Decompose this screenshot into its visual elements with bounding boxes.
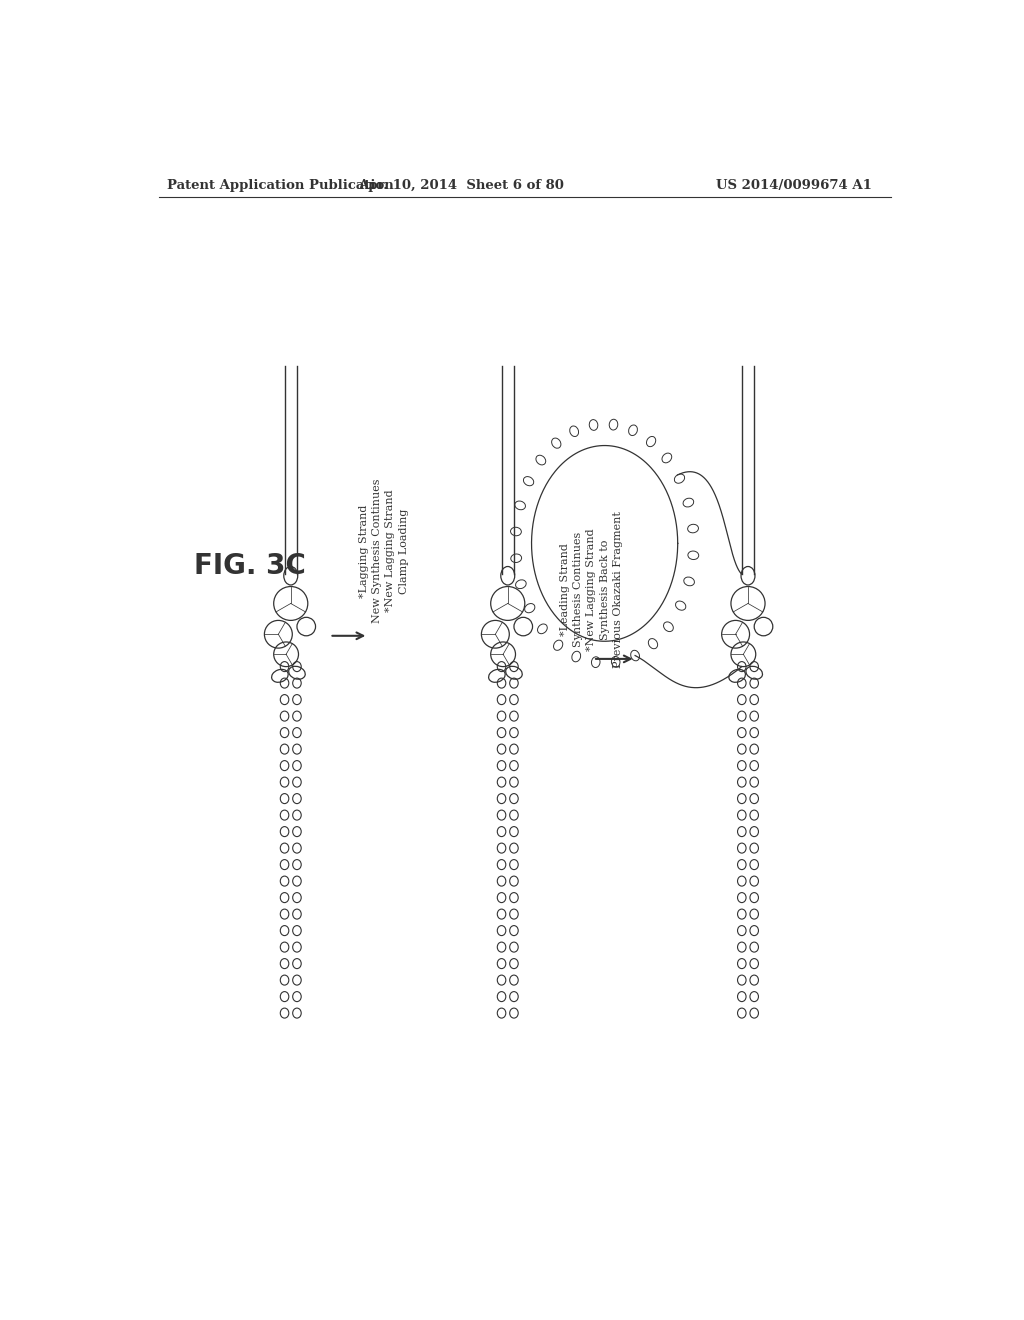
Text: Apr. 10, 2014  Sheet 6 of 80: Apr. 10, 2014 Sheet 6 of 80 bbox=[358, 178, 564, 191]
Text: Patent Application Publication: Patent Application Publication bbox=[167, 178, 393, 191]
Text: US 2014/0099674 A1: US 2014/0099674 A1 bbox=[716, 178, 872, 191]
Text: *Leading Strand
Synthesis Continues
*New Lagging Strand
Synthesis Back to
Previo: *Leading Strand Synthesis Continues *New… bbox=[560, 511, 623, 668]
Text: FIG. 3C: FIG. 3C bbox=[194, 553, 306, 581]
Text: *Lagging Strand
New Synthesis Continues
*New Lagging Strand
Clamp Loading: *Lagging Strand New Synthesis Continues … bbox=[359, 479, 409, 623]
